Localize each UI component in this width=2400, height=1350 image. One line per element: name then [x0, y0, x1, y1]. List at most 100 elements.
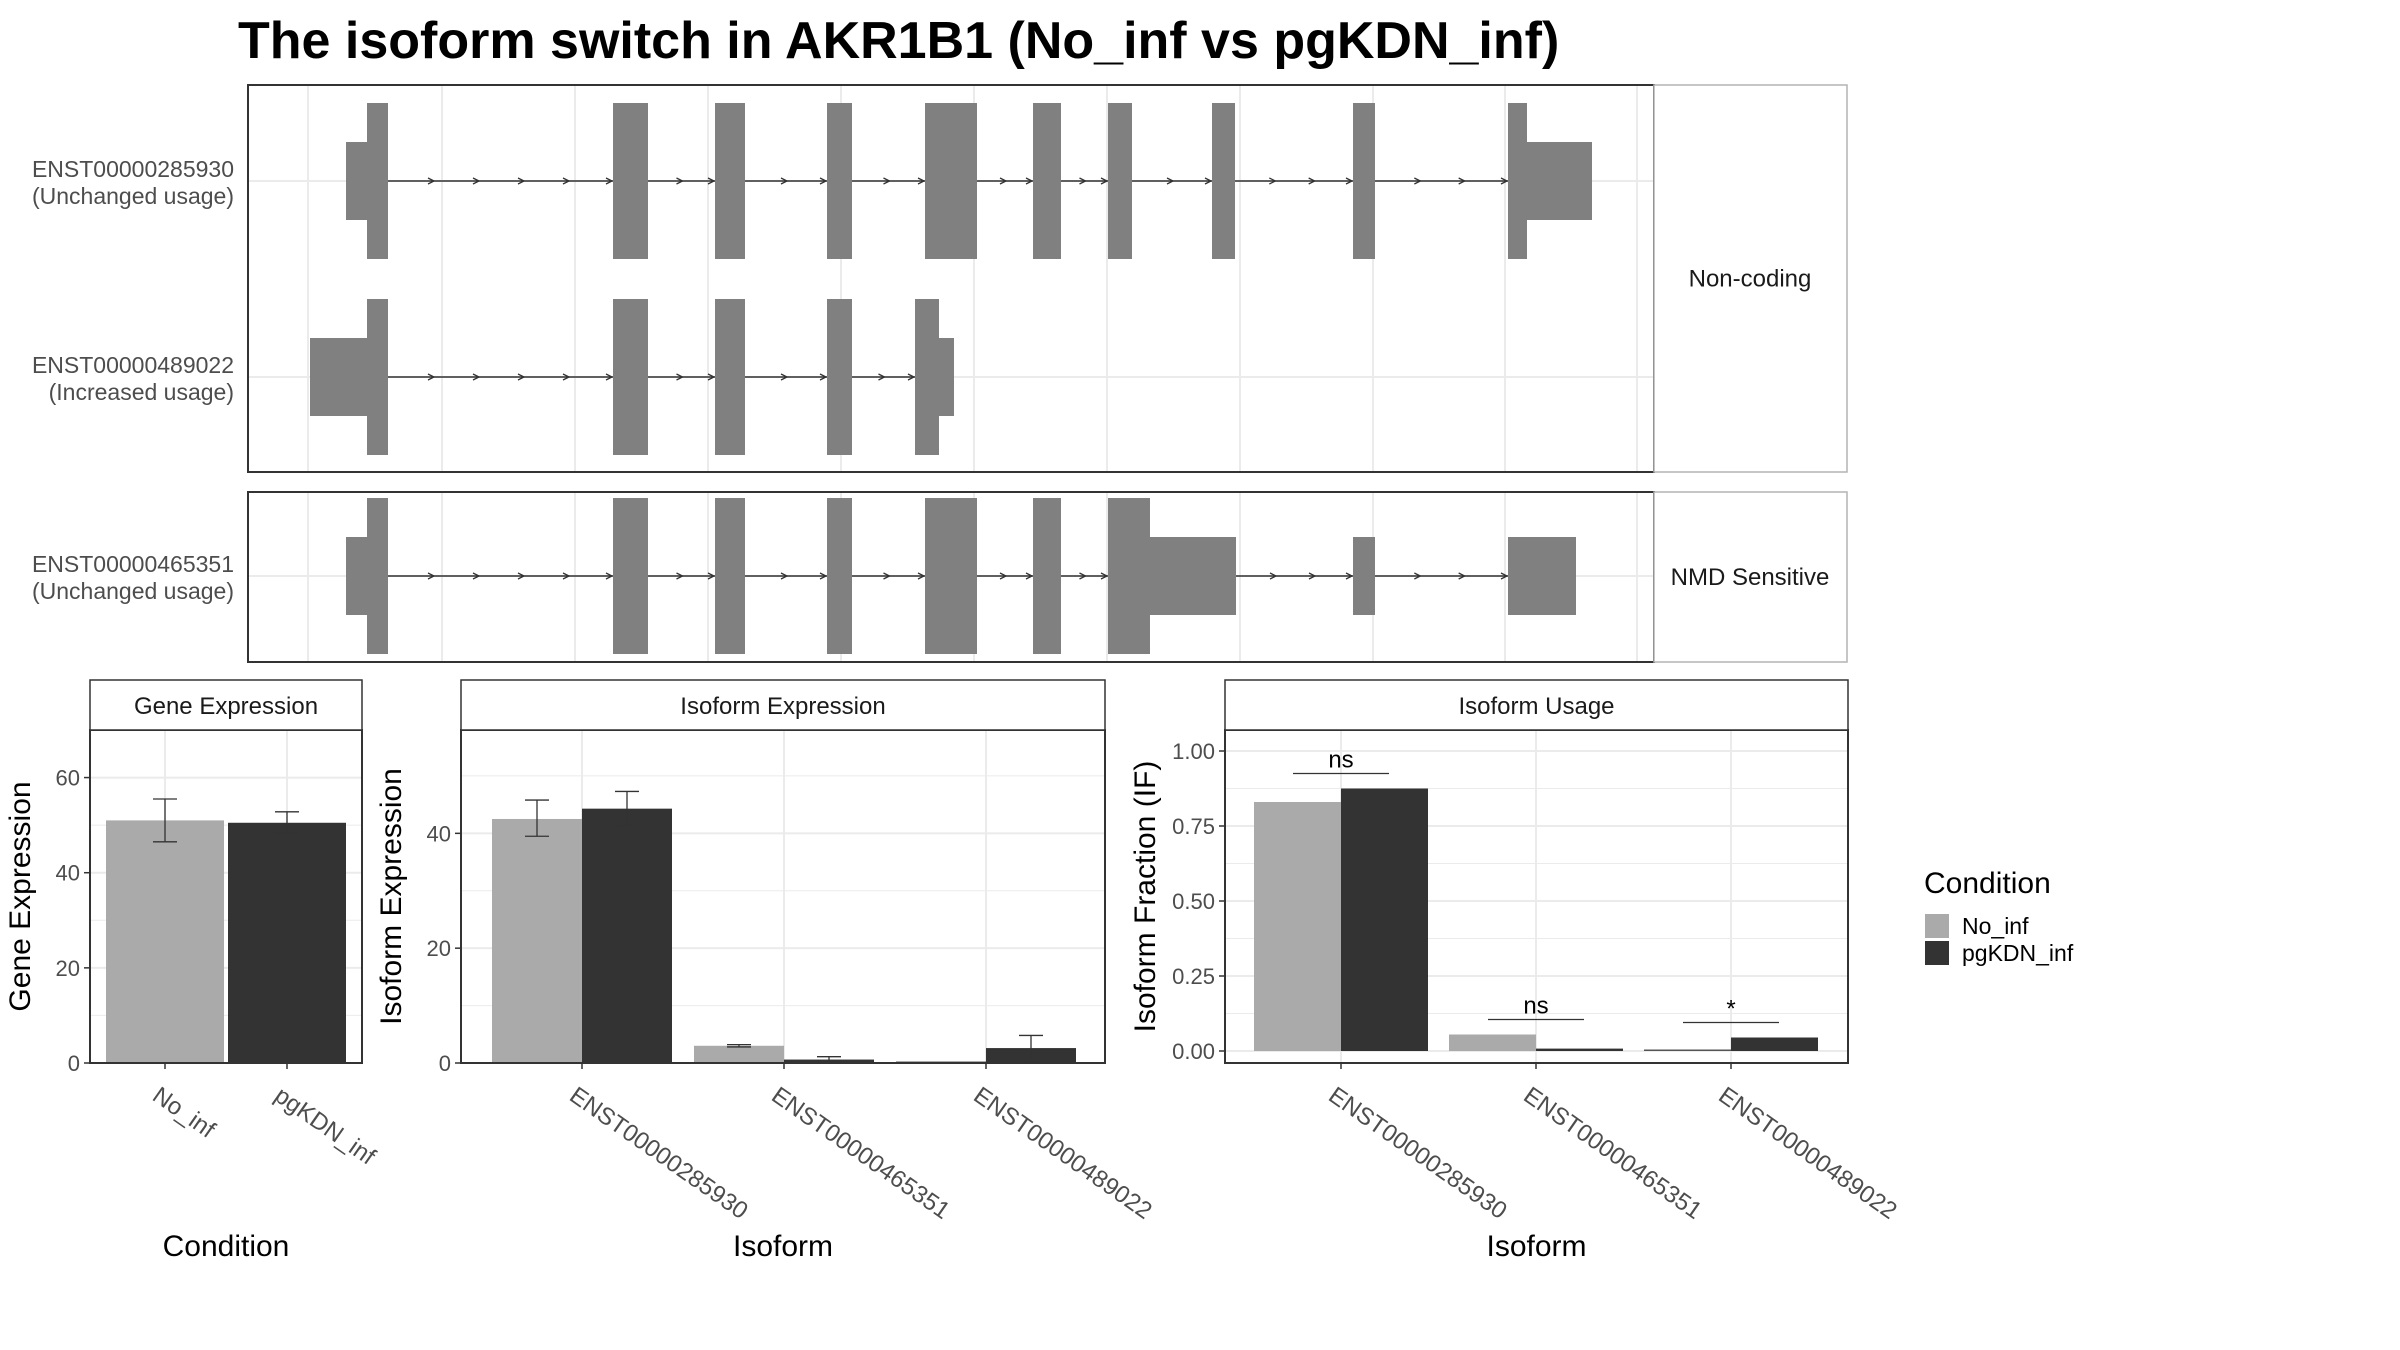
x-tick-label: ENST00000489022	[1714, 1082, 1902, 1225]
intron-arrow	[427, 572, 436, 580]
transcript-usage-label: (Unchanged usage)	[32, 578, 234, 604]
intron-arrow	[819, 177, 828, 185]
intron-arrow	[427, 373, 436, 381]
intron-arrow	[917, 177, 926, 185]
intron-arrow	[562, 572, 571, 580]
intron-arrow	[917, 572, 926, 580]
utr-exon	[1527, 142, 1592, 220]
coding-exon	[1033, 103, 1061, 259]
intron-arrow	[707, 572, 716, 580]
bar-No_inf-ENST00000285930	[492, 818, 582, 1063]
y-axis-title: Isoform Expression	[375, 768, 408, 1025]
x-axis-title: Isoform	[1486, 1230, 1586, 1263]
bar-No_inf-ENST00000465351	[694, 1045, 784, 1063]
plot-strip-title: Isoform Usage	[1458, 693, 1614, 720]
intron-arrow	[676, 572, 684, 580]
intron-arrow	[1079, 177, 1087, 185]
coding-exon	[715, 103, 745, 259]
transcript-structure-panel: ENST00000285930(Unchanged usage)ENST0000…	[32, 84, 1848, 663]
y-tick-label: 20	[427, 936, 451, 961]
intron-arrow	[1204, 177, 1213, 185]
intron-arrow	[1166, 177, 1175, 185]
x-tick-label: ENST00000465351	[767, 1082, 955, 1225]
intron-arrow	[1269, 572, 1278, 580]
coding-exon	[1353, 103, 1375, 259]
y-tick-label: 1.00	[1172, 739, 1215, 764]
bar-No_inf	[106, 820, 224, 1063]
figure-title: The isoform switch in AKR1B1 (No_inf vs …	[238, 12, 1559, 70]
utr-exon	[1353, 537, 1375, 615]
plot-strip	[1224, 679, 1849, 731]
coding-exon	[1108, 498, 1150, 654]
legend-swatch	[1925, 914, 1949, 938]
coding-exon	[1212, 103, 1235, 259]
intron-arrow	[676, 373, 684, 381]
coding-exon	[1033, 498, 1061, 654]
intron-arrow	[676, 177, 684, 185]
intron-arrow	[1079, 572, 1087, 580]
utr-exon	[939, 338, 954, 416]
intron-arrow	[707, 177, 716, 185]
coding-exon	[925, 103, 977, 259]
y-axis-title: Gene Expression	[4, 781, 37, 1011]
transcript-id-label: ENST00000489022	[32, 352, 234, 378]
x-axis-title: Isoform	[733, 1230, 833, 1263]
y-tick-label: 20	[56, 956, 80, 981]
intron-arrow	[819, 572, 828, 580]
transcript-id-label: ENST00000465351	[32, 551, 234, 577]
intron-arrow	[1414, 572, 1422, 580]
significance-label: *	[1726, 996, 1735, 1023]
intron-arrow	[999, 177, 1008, 185]
intron-arrow	[1308, 177, 1317, 185]
utr-exon	[1150, 537, 1236, 615]
utr-exon	[346, 537, 367, 615]
intron-arrow	[780, 572, 789, 580]
intron-arrow	[883, 177, 891, 185]
intron-arrow	[707, 373, 716, 381]
intron-arrow	[472, 177, 481, 185]
y-axis-title: Isoform Fraction (IF)	[1129, 761, 1162, 1033]
intron-arrow	[517, 373, 526, 381]
intron-arrow	[472, 373, 481, 381]
bar-No_inf-ENST00000285930	[1254, 802, 1341, 1051]
bar-No_inf-ENST00000465351	[1449, 1034, 1536, 1051]
coding-exon	[1508, 103, 1527, 259]
coding-exon	[613, 299, 648, 455]
transcript-id-label: ENST00000285930	[32, 156, 234, 182]
structure-group-0: ENST00000285930(Unchanged usage)ENST0000…	[32, 84, 1848, 473]
legend-swatch	[1925, 941, 1949, 965]
intron-arrow	[1458, 572, 1467, 580]
intron-arrow	[517, 572, 526, 580]
coding-exon	[827, 103, 852, 259]
coding-exon	[915, 299, 939, 455]
intron-arrow	[605, 177, 614, 185]
intron-arrow	[605, 373, 614, 381]
coding-exon	[613, 103, 648, 259]
transcript-ENST00000465351: ENST00000465351(Unchanged usage)	[32, 498, 1576, 654]
expression-plots: 0 20 40 60 Gene Expression No_inf pgKDN_inf Con…	[4, 679, 1902, 1263]
intron-arrow	[878, 373, 886, 381]
bar-pgKDN_inf-ENST00000489022	[1731, 1037, 1818, 1051]
utr-exon	[1508, 537, 1576, 615]
coding-exon	[613, 498, 648, 654]
plot-strip-title: Gene Expression	[134, 693, 318, 720]
transcript-usage-label: (Increased usage)	[49, 379, 234, 405]
plot-strip-title: Isoform Expression	[680, 693, 885, 720]
legend-item-label: pgKDN_inf	[1962, 940, 2074, 966]
plot-strip	[89, 679, 363, 731]
intron-arrow	[1458, 177, 1467, 185]
intron-arrow	[562, 177, 571, 185]
x-tick-label: ENST00000285930	[565, 1082, 753, 1225]
bar-pgKDN_inf	[228, 822, 346, 1063]
coding-exon	[1108, 103, 1132, 259]
coding-exon	[367, 299, 388, 455]
coding-exon	[367, 498, 388, 654]
intron-arrow	[999, 572, 1008, 580]
coding-exon	[367, 103, 388, 259]
structure-group-1: ENST00000465351(Unchanged usage) NMD Sens…	[32, 491, 1848, 663]
y-tick-label: 0	[439, 1051, 451, 1076]
intron-arrow	[1414, 177, 1422, 185]
transcript-ENST00000489022: ENST00000489022(Increased usage)	[32, 299, 954, 455]
intron-arrow	[1025, 177, 1034, 185]
y-tick-label: 0.00	[1172, 1039, 1215, 1064]
